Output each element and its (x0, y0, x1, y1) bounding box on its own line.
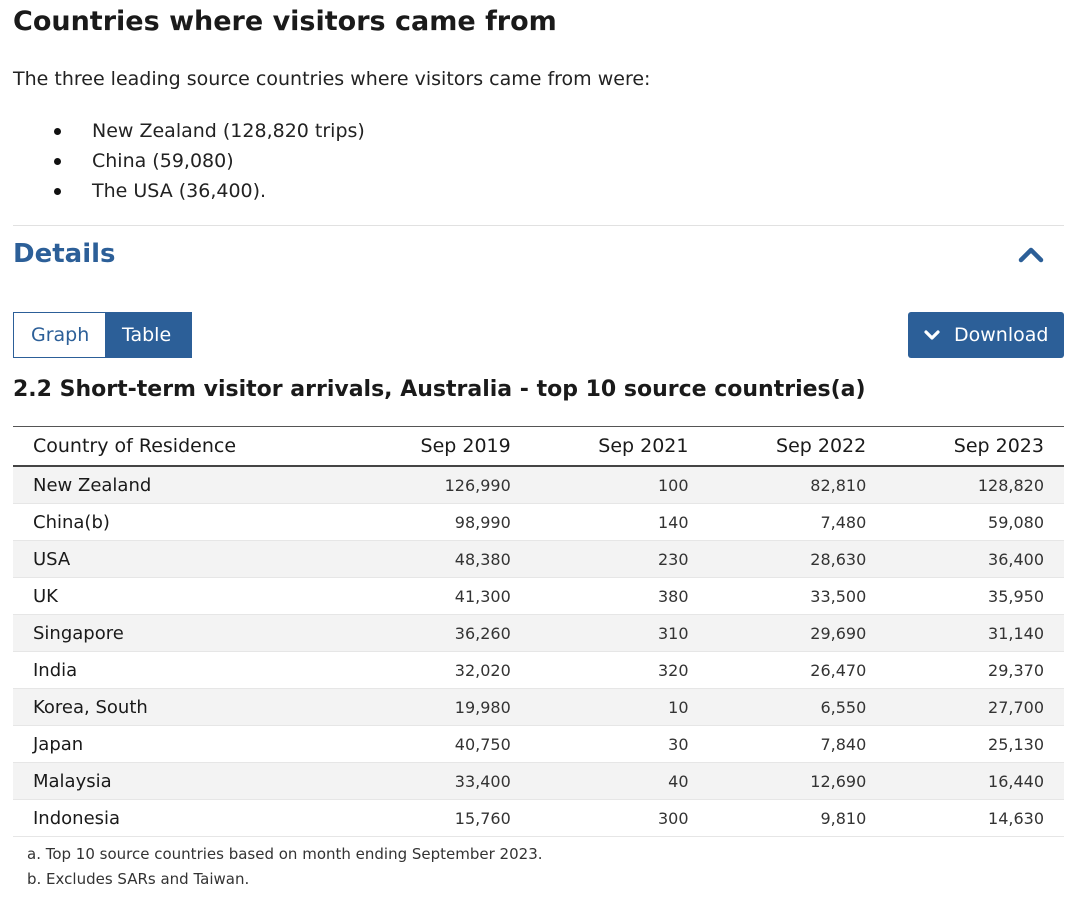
table-row: USA 48,380 230 28,630 36,400 (13, 540, 1064, 578)
value-cell: 9,810 (708, 799, 887, 837)
value-cell: 14,630 (886, 799, 1064, 837)
country-cell: USA (13, 540, 353, 578)
section-divider (13, 225, 1064, 226)
value-cell: 32,020 (353, 651, 531, 689)
list-item-text: China (59,080) (92, 150, 234, 172)
value-cell: 126,990 (353, 466, 531, 504)
value-cell: 26,470 (708, 651, 887, 689)
value-cell: 16,440 (886, 762, 1064, 800)
top-countries-list: New Zealand (128,820 trips) China (59,08… (0, 116, 365, 206)
value-cell: 98,990 (353, 503, 531, 541)
value-cell: 128,820 (886, 466, 1064, 504)
value-cell: 19,980 (353, 688, 531, 726)
list-item-text: New Zealand (128,820 trips) (92, 120, 365, 142)
table-row: Singapore 36,260 310 29,690 31,140 (13, 614, 1064, 652)
column-header-sep-2021: Sep 2021 (598, 435, 689, 457)
download-button[interactable]: Download (908, 312, 1064, 358)
country-cell: New Zealand (13, 466, 353, 504)
table-title: 2.2 Short-term visitor arrivals, Austral… (13, 377, 866, 402)
value-cell: 15,760 (353, 799, 531, 837)
column-header-sep-2023: Sep 2023 (953, 435, 1044, 457)
list-item-text: The USA (36,400). (92, 180, 267, 202)
chevron-down-icon (924, 330, 940, 340)
value-cell: 36,400 (886, 540, 1064, 578)
country-cell: China(b) (13, 503, 353, 541)
table-footnotes: a. Top 10 source countries based on mont… (27, 842, 543, 892)
country-cell: UK (13, 577, 353, 615)
country-cell: Korea, South (13, 688, 353, 726)
value-cell: 100 (530, 466, 709, 504)
footnote-b: b. Excludes SARs and Taiwan. (27, 870, 250, 888)
value-cell: 10 (530, 688, 709, 726)
column-header-sep-2022: Sep 2022 (776, 435, 867, 457)
value-cell: 6,550 (708, 688, 887, 726)
details-heading[interactable]: Details (13, 239, 116, 269)
column-header-country: Country of Residence (33, 435, 237, 457)
country-cell: Japan (13, 725, 353, 763)
country-cell: Malaysia (13, 762, 353, 800)
value-cell: 7,840 (708, 725, 887, 763)
value-cell: 25,130 (886, 725, 1064, 763)
chevron-up-icon[interactable] (1016, 242, 1046, 266)
value-cell: 28,630 (708, 540, 887, 578)
value-cell: 30 (530, 725, 709, 763)
value-cell: 300 (530, 799, 709, 837)
value-cell: 12,690 (708, 762, 887, 800)
value-cell: 380 (530, 577, 709, 615)
table-header-row: Country of Residence Sep 2019 Sep 2021 S… (13, 426, 1064, 466)
value-cell: 35,950 (886, 577, 1064, 615)
table-row: UK 41,300 380 33,500 35,950 (13, 577, 1064, 615)
bullet-dot-icon (54, 158, 61, 165)
value-cell: 29,370 (886, 651, 1064, 689)
table-row: New Zealand 126,990 100 82,810 128,820 (13, 466, 1064, 504)
country-cell: India (13, 651, 353, 689)
page-title: Countries where visitors came from (13, 6, 557, 37)
value-cell: 40,750 (353, 725, 531, 763)
visitor-arrivals-table: Country of Residence Sep 2019 Sep 2021 S… (13, 426, 1064, 837)
country-cell: Singapore (13, 614, 353, 652)
value-cell: 31,140 (886, 614, 1064, 652)
graph-tab[interactable]: Graph (14, 313, 105, 357)
column-header-sep-2019: Sep 2019 (420, 435, 511, 457)
value-cell: 7,480 (708, 503, 887, 541)
table-row: Indonesia 15,760 300 9,810 14,630 (13, 799, 1064, 837)
intro-text: The three leading source countries where… (13, 68, 651, 90)
list-item: China (59,080) (0, 146, 365, 176)
view-toggle: Graph Table (13, 312, 192, 358)
list-item: The USA (36,400). (0, 176, 365, 206)
country-cell: Indonesia (13, 799, 353, 837)
table-row: Malaysia 33,400 40 12,690 16,440 (13, 762, 1064, 800)
bullet-dot-icon (54, 128, 61, 135)
value-cell: 27,700 (886, 688, 1064, 726)
table-row: India 32,020 320 26,470 29,370 (13, 651, 1064, 689)
table-tab[interactable]: Table (105, 313, 191, 357)
value-cell: 33,500 (708, 577, 887, 615)
value-cell: 320 (530, 651, 709, 689)
value-cell: 40 (530, 762, 709, 800)
value-cell: 41,300 (353, 577, 531, 615)
value-cell: 59,080 (886, 503, 1064, 541)
bullet-dot-icon (54, 188, 61, 195)
value-cell: 48,380 (353, 540, 531, 578)
value-cell: 82,810 (708, 466, 887, 504)
list-item: New Zealand (128,820 trips) (0, 116, 365, 146)
table-row: Japan 40,750 30 7,840 25,130 (13, 725, 1064, 763)
table-row: China(b) 98,990 140 7,480 59,080 (13, 503, 1064, 541)
value-cell: 310 (530, 614, 709, 652)
table-row: Korea, South 19,980 10 6,550 27,700 (13, 688, 1064, 726)
value-cell: 140 (530, 503, 709, 541)
value-cell: 29,690 (708, 614, 887, 652)
footnote-a: a. Top 10 source countries based on mont… (27, 845, 543, 863)
value-cell: 36,260 (353, 614, 531, 652)
download-label: Download (954, 324, 1049, 346)
value-cell: 230 (530, 540, 709, 578)
value-cell: 33,400 (353, 762, 531, 800)
